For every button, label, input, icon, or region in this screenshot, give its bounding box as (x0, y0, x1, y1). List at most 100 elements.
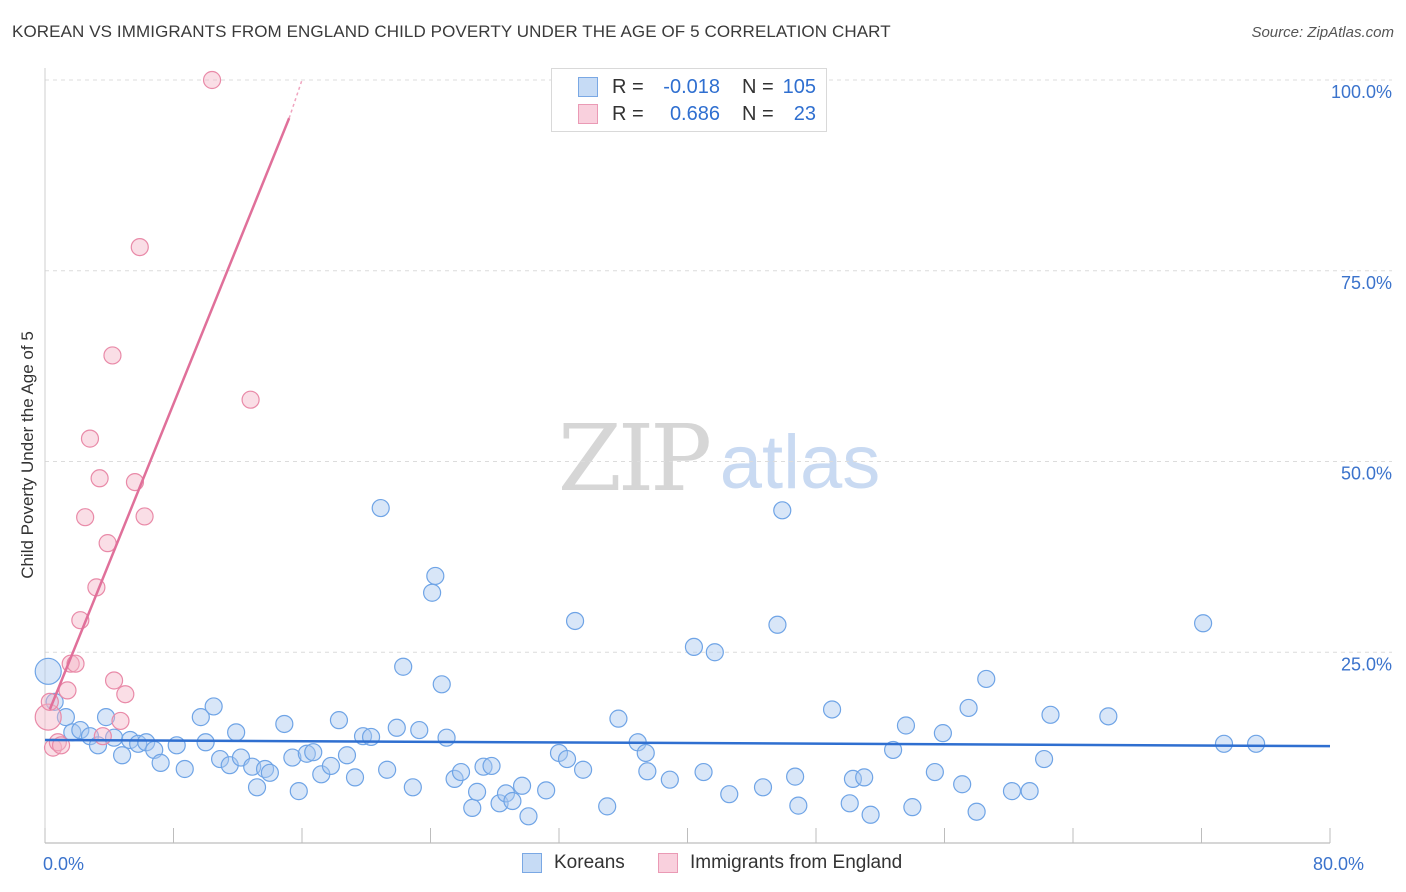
korean-data-point (855, 768, 874, 787)
r-value: 0.686 (669, 102, 720, 125)
korean-data-point (247, 778, 267, 797)
korean-data-point (720, 785, 739, 804)
korean-data-point (786, 767, 805, 786)
england-data-point (130, 237, 149, 257)
r-label: R = (612, 75, 644, 98)
korean-data-point (598, 797, 617, 816)
x-tick-label: 80.0% (1313, 854, 1364, 874)
legend-item-koreans[interactable]: Koreans (522, 852, 625, 874)
korean-data-point (519, 807, 538, 826)
korean-data-point (227, 723, 246, 742)
england-data-point (241, 390, 260, 409)
n-label: N = (742, 75, 774, 98)
legend-label-england: Immigrants from England (690, 852, 903, 873)
koreans-points (34, 498, 1266, 826)
korean-data-point (933, 724, 952, 743)
korean-data-point (463, 798, 482, 818)
korean-data-point (977, 669, 996, 689)
korean-data-point (1020, 782, 1039, 801)
england-swatch (578, 104, 598, 124)
korean-data-point (321, 756, 341, 776)
x-tick-label: 0.0% (43, 854, 84, 874)
england-data-point (135, 507, 154, 526)
korean-data-point (56, 708, 75, 727)
korean-data-point (371, 498, 390, 518)
legend-label-koreans: Koreans (554, 852, 625, 873)
korean-data-point (394, 657, 413, 676)
korean-data-point (953, 775, 972, 794)
y-tick-label: 100.0% (1331, 82, 1392, 102)
korean-data-point (557, 749, 577, 769)
korean-data-point (71, 720, 90, 740)
korean-data-point (260, 763, 279, 782)
korean-data-point (789, 796, 808, 815)
korean-data-point (378, 760, 397, 779)
korean-data-point (753, 778, 773, 797)
england-data-point (58, 681, 77, 700)
korean-data-point (283, 748, 302, 767)
england-data-point (90, 469, 109, 488)
korean-data-point (34, 657, 62, 685)
korean-data-point (1034, 749, 1054, 769)
england-trend-line (48, 117, 291, 710)
korean-data-point (196, 733, 215, 752)
korean-data-point (451, 762, 471, 782)
korean-data-point (437, 728, 456, 747)
korean-data-point (151, 753, 170, 772)
korean-data-point (289, 782, 308, 801)
n-label: N = (742, 102, 774, 125)
korean-data-point (1214, 734, 1234, 753)
england-data-point (104, 671, 124, 690)
koreans-legend-swatch (522, 853, 542, 873)
korean-data-point (387, 718, 406, 737)
korean-data-point (445, 769, 464, 789)
y-tick-label: 75.0% (1341, 273, 1392, 293)
korean-data-point (638, 762, 657, 781)
korean-data-point (573, 760, 593, 779)
korean-data-point (705, 643, 724, 662)
legend-row-koreans: R = -0.018 N = 105 (578, 74, 816, 100)
y-tick-label: 25.0% (1341, 654, 1392, 674)
korean-data-point (1041, 705, 1060, 724)
legend-item-england[interactable]: Immigrants from England (658, 852, 902, 874)
england-trend-extension (288, 79, 303, 119)
correlation-legend: R = -0.018 N = 105 R = 0.686 N = 23 (551, 68, 827, 132)
korean-data-point (410, 720, 429, 740)
korean-data-point (345, 768, 365, 787)
korean-data-point (537, 781, 556, 800)
korean-data-point (297, 744, 316, 763)
korean-data-point (512, 776, 532, 795)
england-data-point (93, 727, 112, 746)
korean-data-point (684, 637, 704, 657)
korean-data-point (210, 749, 230, 769)
korean-data-point (423, 583, 442, 602)
korean-data-point (925, 762, 944, 782)
korean-data-point (883, 740, 903, 760)
korean-data-point (496, 784, 516, 803)
england-data-point (111, 711, 130, 731)
england-data-point (76, 508, 95, 527)
korean-data-point (175, 759, 194, 779)
watermark-atlas: atlas (720, 420, 881, 505)
korean-data-point (204, 697, 223, 716)
korean-data-point (1002, 782, 1022, 801)
korean-data-point (503, 791, 522, 811)
series-legend: Koreans Immigrants from England (0, 852, 1406, 878)
legend-row-england: R = 0.686 N = 23 (578, 101, 816, 127)
england-legend-swatch (658, 853, 678, 873)
chart-title: KOREAN VS IMMIGRANTS FROM ENGLAND CHILD … (12, 22, 891, 41)
korean-data-point (822, 700, 842, 719)
england-data-point (103, 346, 122, 365)
y-tick-label: 50.0% (1341, 464, 1392, 484)
korean-data-point (426, 566, 445, 586)
england-points (34, 70, 260, 757)
england-data-point (202, 70, 222, 90)
england-data-point (80, 429, 100, 448)
england-data-point (48, 733, 67, 752)
england-data-point (116, 685, 135, 704)
korean-data-point (191, 708, 210, 727)
n-value: 23 (793, 102, 816, 125)
korean-data-point (694, 762, 713, 782)
korean-data-point (337, 746, 357, 765)
